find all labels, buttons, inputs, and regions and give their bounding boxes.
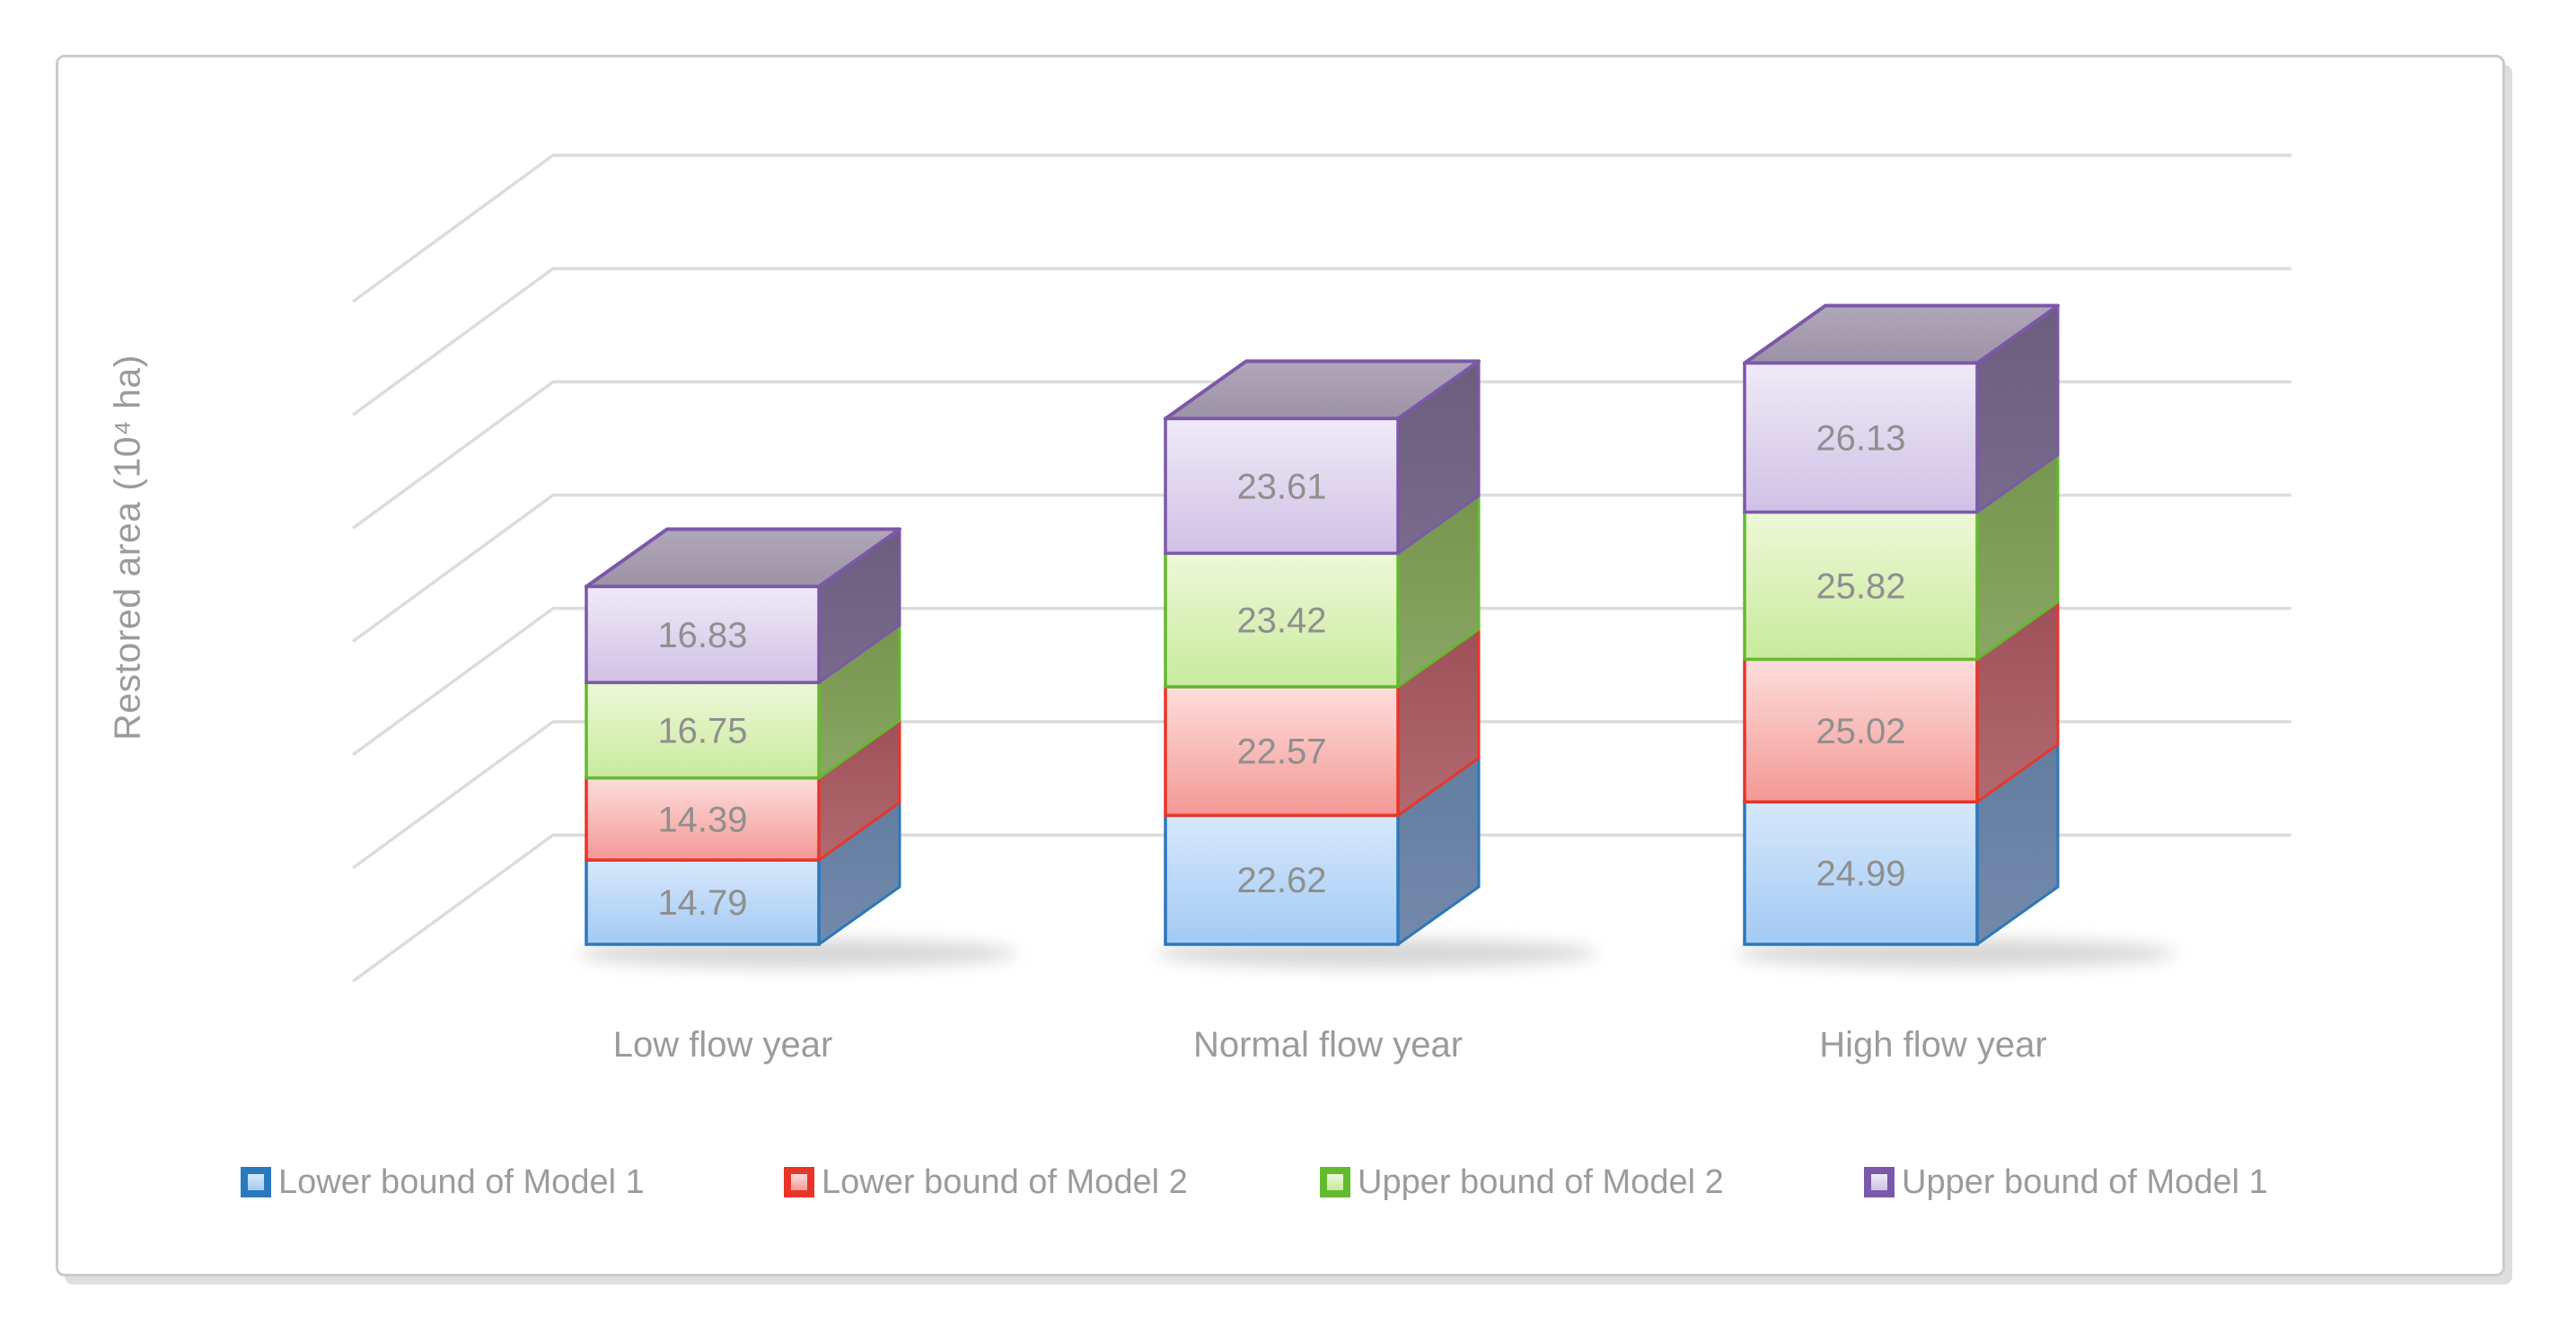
legend-swatch-icon <box>241 1167 271 1197</box>
legend-swatch-icon <box>784 1167 814 1197</box>
segment-front-face <box>1164 813 1400 946</box>
gridline <box>351 607 2291 757</box>
segment-front-face <box>1743 510 1979 662</box>
gridline <box>351 493 2291 644</box>
legend-swatch-icon <box>1864 1167 1895 1197</box>
segment-front-face <box>585 858 821 946</box>
segment-front-face <box>1164 551 1400 688</box>
bar-shadow <box>1156 939 1596 968</box>
x-axis-category-label: Normal flow year <box>1192 1025 1464 1065</box>
bar-shadow <box>1736 939 2176 968</box>
legend-item: Lower bound of Model 1 <box>241 1163 645 1201</box>
value-label: 16.83 <box>657 616 747 655</box>
gridline <box>351 833 2291 983</box>
segment-front-face <box>1164 417 1400 556</box>
x-axis-category-label: High flow year <box>1819 1025 2047 1065</box>
value-label: 24.99 <box>1816 855 1905 894</box>
gridline <box>351 267 2291 417</box>
segment-front-face <box>585 680 821 780</box>
value-label: 14.79 <box>657 883 747 923</box>
value-label: 26.13 <box>1816 419 1905 459</box>
value-label: 22.57 <box>1236 732 1326 772</box>
gridline <box>351 153 2291 303</box>
value-label: 23.42 <box>1236 601 1326 641</box>
legend-swatch-icon <box>1320 1167 1350 1197</box>
legend-item-label: Upper bound of Model 2 <box>1358 1163 1724 1201</box>
legend-item-label: Lower bound of Model 1 <box>278 1163 645 1201</box>
gridline <box>351 720 2291 870</box>
x-axis-category-label: Low flow year <box>612 1025 833 1065</box>
value-label: 14.39 <box>657 800 747 839</box>
legend-item: Upper bound of Model 2 <box>1320 1163 1724 1201</box>
bar-shadow <box>577 939 1017 968</box>
value-label: 25.02 <box>1816 712 1905 751</box>
segment-front-face <box>585 584 821 685</box>
y-axis-title: Restored area (10⁴ ha) <box>106 355 148 741</box>
segment-front-face <box>1743 800 1979 946</box>
legend-item-label: Lower bound of Model 2 <box>822 1163 1188 1201</box>
bar-normal-flow-year: 22.62 22.57 23.42 23.61 <box>1164 359 1481 946</box>
value-label: 16.75 <box>657 712 747 751</box>
value-label: 22.62 <box>1236 861 1326 900</box>
legend-item-label: Upper bound of Model 1 <box>1902 1163 2268 1201</box>
segment-front-face <box>585 776 821 862</box>
value-label: 23.61 <box>1236 467 1326 506</box>
bar-high-flow-year: 24.99 25.02 25.82 26.13 <box>1743 303 2060 946</box>
gridline <box>351 380 2291 530</box>
bar-low-flow-year: 14.79 14.39 16.75 16.83 <box>585 527 901 946</box>
segment-front-face <box>1743 361 1979 514</box>
segment-front-face <box>1743 657 1979 804</box>
legend-item: Upper bound of Model 1 <box>1864 1163 2268 1201</box>
legend-item: Lower bound of Model 2 <box>784 1163 1188 1201</box>
value-label: 25.82 <box>1816 566 1905 606</box>
